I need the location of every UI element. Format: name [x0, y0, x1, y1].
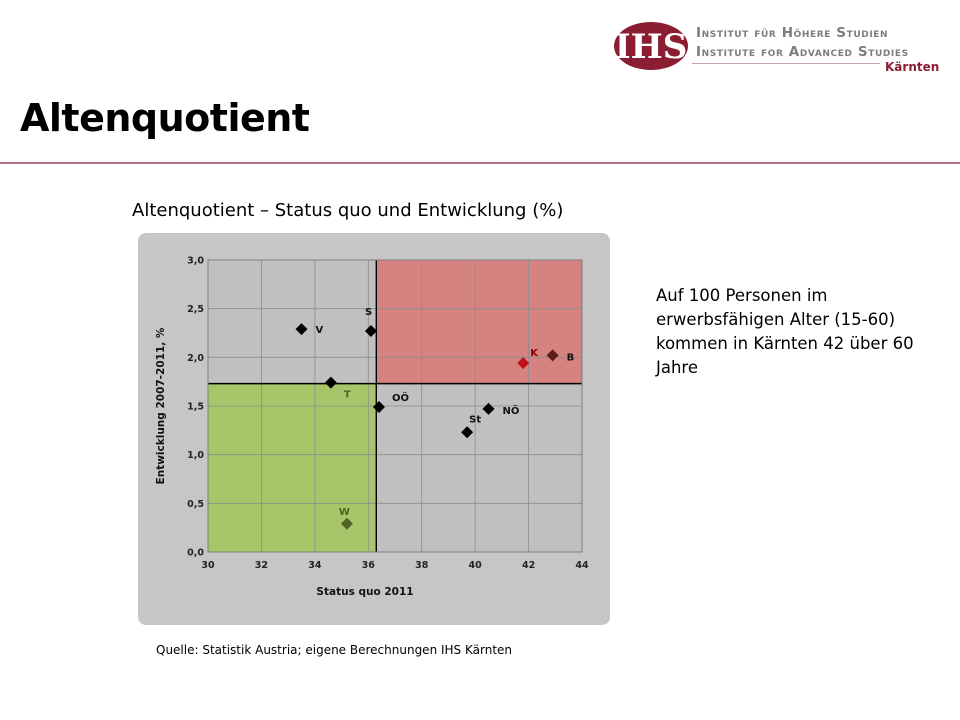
source-note: Quelle: Statistik Austria; eigene Berech…: [156, 643, 513, 657]
quadrant-bottom-left: [208, 383, 377, 552]
data-label-k: K: [530, 348, 539, 359]
x-tick-label: 32: [255, 560, 268, 571]
y-tick-label: 3,0: [187, 256, 204, 267]
y-tick-label: 2,5: [187, 304, 204, 315]
data-label-oö: OÖ: [392, 390, 409, 404]
data-point-st: [461, 426, 474, 439]
data-point-v: [295, 323, 308, 336]
side-description: Auf 100 Personen im erwerbsfähigen Alter…: [656, 286, 914, 377]
y-tick-label: 0,5: [187, 499, 204, 510]
ihs-logo-icon: IHS: [614, 22, 688, 70]
data-point-t: [324, 376, 337, 389]
ihs-logo: IHS Institut für Höhere Studien Institut…: [612, 20, 942, 76]
chart-panel: 0,0 0,5 1,0 1,5 2,0 2,5 3,0 30 32 34 36 38 40 42 44 Sta…: [138, 233, 610, 625]
y-tick-label: 0,0: [187, 548, 204, 559]
x-tick-label: 36: [362, 560, 376, 571]
data-point-s: [364, 325, 377, 338]
logo-line-1: Institut für Höhere Studien: [696, 25, 889, 41]
y-tick-label: 1,0: [187, 450, 204, 461]
logo-divider: [692, 63, 880, 64]
logo-text: Institut für Höhere Studien Institute fo…: [696, 24, 909, 62]
data-label-t: T: [344, 390, 351, 401]
data-label-st: St: [469, 414, 481, 425]
data-point-nö: [482, 402, 495, 415]
data-label-nö: NÖ: [503, 403, 520, 417]
x-tick-label: 38: [415, 560, 429, 571]
x-tick-label: 30: [201, 560, 215, 571]
scatter-chart: 0,0 0,5 1,0 1,5 2,0 2,5 3,0 30 32 34 36 38 40 42 44 Sta…: [155, 256, 589, 599]
logo-mark-text: IHS: [615, 27, 688, 67]
x-axis-label: Status quo 2011: [316, 586, 413, 598]
y-tick-label: 1,5: [187, 402, 204, 413]
data-point-b: [546, 349, 559, 362]
x-tick-label: 34: [308, 560, 322, 571]
data-point-k: [517, 357, 530, 370]
data-point-oö: [372, 400, 385, 413]
data-label-s: S: [365, 307, 372, 318]
data-point-w: [340, 517, 353, 530]
data-label-v: V: [316, 325, 324, 336]
logo-line-2: Institute for Advanced Studies: [696, 44, 909, 60]
chart-heading: Altenquotient – Status quo und Entwicklu…: [132, 200, 564, 221]
y-tick-label: 2,0: [187, 353, 204, 364]
data-label-b: B: [567, 352, 575, 363]
logo-line-3: Kärnten: [885, 60, 940, 74]
page-title: Altenquotient: [20, 96, 310, 140]
quadrant-top-right: [376, 260, 582, 384]
title-divider: [0, 162, 960, 164]
data-label-w: W: [339, 507, 350, 518]
x-tick-label: 44: [575, 560, 589, 571]
x-tick-label: 42: [522, 560, 535, 571]
y-axis-label: Entwicklung 2007-2011, %: [155, 327, 167, 484]
plot-border: [207, 259, 583, 553]
x-tick-label: 40: [469, 560, 483, 571]
